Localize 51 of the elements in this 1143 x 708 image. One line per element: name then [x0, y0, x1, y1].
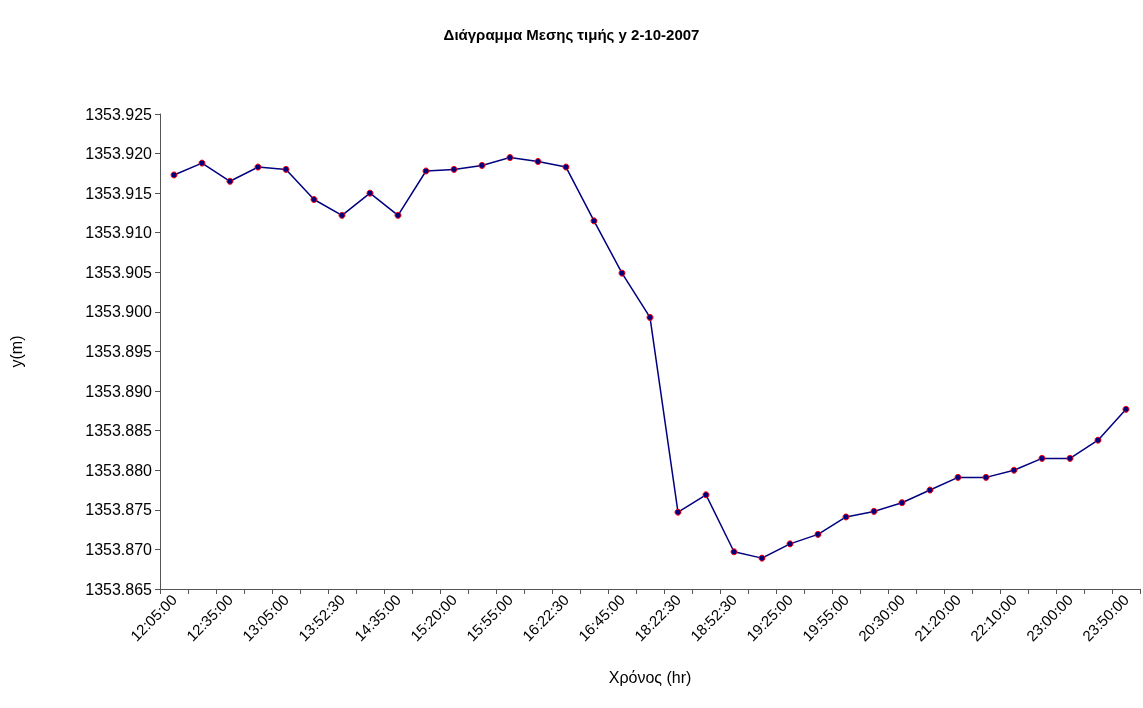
- point: [338, 211, 346, 219]
- point: [590, 217, 598, 225]
- point: [954, 473, 962, 481]
- point: [646, 313, 654, 321]
- point: [506, 154, 514, 162]
- point: [1122, 405, 1130, 413]
- point: [1094, 436, 1102, 444]
- point: [198, 159, 206, 167]
- point: [282, 165, 290, 173]
- point: [478, 161, 486, 169]
- point: [450, 165, 458, 173]
- point: [310, 196, 318, 203]
- point: [534, 158, 542, 165]
- point: [898, 499, 906, 507]
- y-tick-label: 1353.875: [85, 501, 153, 519]
- point: [870, 507, 878, 515]
- y-tick-label: 1353.885: [85, 422, 153, 440]
- y-tick-label: 1353.890: [85, 382, 153, 400]
- point: [786, 540, 794, 548]
- point: [758, 554, 766, 562]
- y-tick-label: 1353.925: [85, 105, 153, 123]
- point: [842, 513, 850, 521]
- point: [1010, 466, 1018, 474]
- y-tick-label: 1353.900: [85, 303, 153, 321]
- y-tick-label: 1353.905: [85, 263, 153, 281]
- point: [1066, 454, 1074, 462]
- y-tick-label: 1353.910: [85, 224, 153, 242]
- point: [1038, 454, 1046, 462]
- point: [926, 486, 934, 494]
- point: [982, 473, 990, 481]
- y-tick-label: 1353.880: [85, 461, 153, 479]
- point: [254, 163, 262, 171]
- chart-title: Διάγραμμα Μεσης τιμής y 2-10-2007: [443, 26, 700, 43]
- point: [674, 508, 682, 516]
- point: [730, 548, 738, 556]
- point: [618, 269, 626, 277]
- point: [702, 491, 710, 499]
- point: [422, 167, 430, 175]
- y-tick-label: 1353.870: [85, 540, 153, 558]
- y-tick-label: 1353.915: [85, 184, 153, 202]
- point: [394, 211, 402, 219]
- y-tick-label: 1353.895: [85, 343, 153, 360]
- point: [562, 163, 570, 171]
- point: [170, 171, 178, 179]
- y-tick-label: 1353.920: [85, 145, 153, 163]
- y-tick-label: 1353.865: [85, 580, 153, 598]
- point: [814, 530, 822, 538]
- y-axis-title: y(m): [7, 335, 25, 368]
- point: [366, 189, 374, 197]
- x-axis-title: Χρόνος (hr): [608, 668, 692, 686]
- point: [226, 177, 234, 185]
